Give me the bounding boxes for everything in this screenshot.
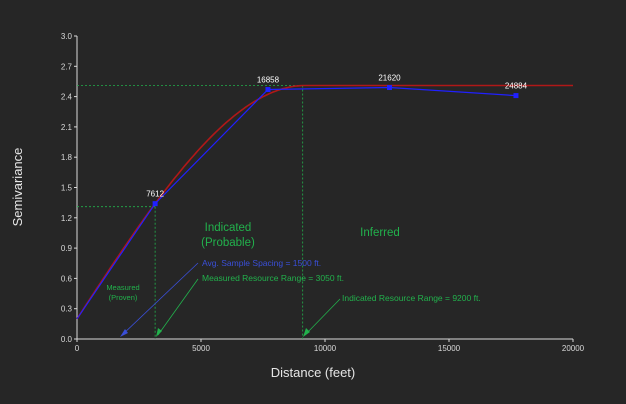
reference-lines (77, 85, 304, 339)
measured-label-line1: Measured (106, 283, 139, 292)
y-tick-label: 2.1 (61, 123, 73, 132)
y-tick-label: 0.6 (61, 274, 73, 283)
point-label: 21620 (378, 74, 401, 83)
x-tick-label: 20000 (562, 344, 585, 353)
x-tick-label: 15000 (438, 344, 461, 353)
experimental-point (265, 87, 271, 93)
experimental-variogram-line (76, 86, 517, 320)
model-variogram-curve (76, 84, 573, 320)
indicated-label-line1: Indicated (205, 222, 252, 234)
y-tick-label: 0.0 (61, 335, 73, 344)
x-tick-label: 5000 (192, 344, 210, 353)
point-label: 24884 (505, 82, 528, 91)
experimental-points: 7612 16858 21620 24884 (146, 74, 528, 207)
y-tick-label: 1.2 (61, 214, 73, 223)
measured-range-arrow (157, 278, 199, 336)
y-tick-label: 0.3 (61, 305, 73, 314)
measured-range-arrowhead (156, 328, 162, 337)
avg-spacing-label: Avg. Sample Spacing = 1500 ft. (202, 258, 321, 268)
y-tick-label: 1.5 (61, 184, 73, 193)
measured-range-label: Measured Resource Range = 3050 ft. (202, 273, 344, 283)
point-label: 16858 (257, 76, 280, 85)
x-tick-label: 10000 (314, 344, 337, 353)
avg-spacing-arrow (121, 262, 199, 336)
experimental-point (152, 201, 158, 207)
y-tick-label: 2.4 (61, 93, 73, 102)
avg-spacing-arrowhead (120, 329, 128, 337)
y-axis-title: Semivariance (10, 148, 25, 227)
experimental-point (513, 93, 519, 99)
y-tick-label: 2.7 (61, 62, 73, 71)
measured-label-line2: (Proven) (109, 293, 138, 302)
y-tick-label: 1.8 (61, 153, 73, 162)
indicated-range-arrowhead (303, 328, 310, 337)
point-label: 7612 (146, 190, 164, 199)
y-axis-ticks: 0.0 0.3 0.6 0.9 1.2 1.5 1.8 2.1 2.4 2.7 3.0 (61, 32, 77, 344)
experimental-point (386, 85, 392, 91)
indicated-range-arrow (304, 298, 341, 336)
indicated-label-line2: (Probable) (201, 237, 255, 249)
y-tick-label: 0.9 (61, 244, 73, 253)
y-tick-label: 3.0 (61, 32, 73, 41)
x-axis-ticks: 0 5000 10000 15000 20000 (75, 339, 585, 353)
inferred-label: Inferred (360, 227, 400, 239)
x-tick-label: 0 (75, 344, 80, 353)
x-axis-title: Distance (feet) (271, 365, 356, 380)
indicated-range-label: Indicated Resource Range = 9200 ft. (342, 293, 481, 303)
